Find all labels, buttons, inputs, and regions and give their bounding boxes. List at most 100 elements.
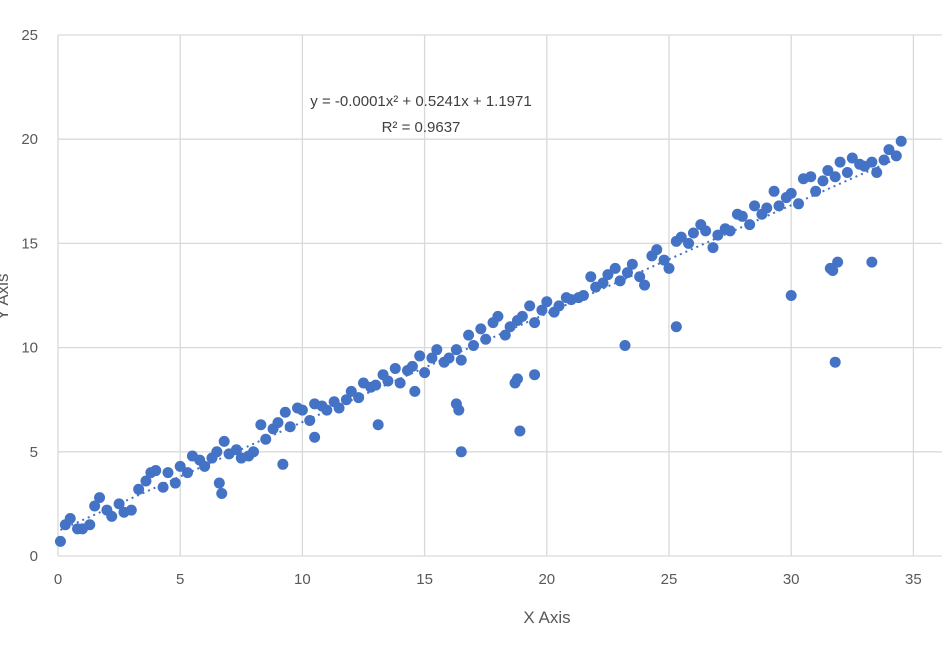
data-point [414,350,426,362]
data-point [213,477,225,489]
data-point [89,500,101,512]
data-point [585,271,597,283]
data-point [895,135,907,147]
tick-labels: 0 5 10 15 20 25 0 5 10 15 20 25 30 35 [21,27,921,588]
y-tick-label: 5 [30,444,38,461]
x-tick-label: 30 [783,571,800,588]
data-point [125,504,137,516]
data-point [609,262,621,274]
data-point [216,487,228,499]
data-point [841,167,853,179]
data-point [272,417,284,429]
data-point [255,419,267,431]
data-point [736,210,748,222]
data-point [419,367,431,379]
data-point [340,394,352,406]
y-tick-label: 25 [21,27,38,44]
data-point [157,481,169,493]
data-point [516,310,528,322]
data-point [773,200,785,212]
data-point [248,446,260,458]
data-point [504,321,516,333]
y-tick-label: 20 [21,131,38,148]
data-point [700,225,712,237]
data-point [658,254,670,266]
data-point [162,467,174,479]
x-axis-label: X Axis [523,608,570,627]
data-point [883,144,895,156]
x-tick-label: 0 [54,571,62,588]
data-point [389,362,401,374]
data-point [529,317,541,329]
data-point [431,344,443,356]
data-points [54,135,907,547]
data-point [663,262,675,274]
data-point [475,323,487,335]
data-point [597,277,609,289]
data-point [834,156,846,168]
x-tick-label: 20 [538,571,555,588]
data-point [827,264,839,276]
data-point [218,435,230,447]
data-point [829,171,841,183]
data-point [712,229,724,241]
data-point [309,431,321,443]
data-point [394,377,406,389]
data-point [785,290,797,301]
data-point [553,300,565,312]
data-point [455,354,467,366]
data-point [832,256,844,268]
data-point [370,379,382,391]
data-point [707,242,719,254]
data-point [511,373,523,385]
data-point [467,340,479,352]
data-point [260,433,272,445]
data-point [230,444,242,456]
data-point [768,185,780,197]
data-point [463,329,475,341]
data-point [406,360,418,372]
data-point [372,419,384,431]
data-point [805,171,817,183]
data-point [675,231,687,243]
data-point [536,304,548,316]
trendline-r-squared: R² = 0.9637 [382,119,461,136]
data-point [621,267,633,279]
data-point [577,290,589,301]
data-point [529,369,541,381]
data-point [817,175,829,187]
data-point [279,406,291,418]
data-point [602,269,614,281]
trendline-equation: y = -0.0001x² + 0.5241x + 1.1971 [310,93,531,110]
data-point [687,227,699,239]
data-point [829,356,841,368]
y-axis-label: Y Axis [0,274,12,321]
data-point [878,154,890,166]
data-point [761,202,773,214]
data-point [84,519,96,531]
data-point [106,510,118,522]
data-point [140,475,152,487]
data-point [749,200,761,212]
data-point [499,329,511,341]
data-point [211,446,223,458]
data-point [169,477,181,489]
data-point [174,460,186,472]
y-tick-label: 15 [21,235,38,252]
data-point [639,279,651,291]
data-point [619,340,631,352]
y-tick-label: 10 [21,340,38,357]
x-tick-label: 25 [661,571,678,588]
data-point [443,352,455,364]
data-point [54,535,66,547]
data-point [453,404,465,416]
data-point [94,492,106,504]
x-tick-label: 5 [176,571,184,588]
data-point [785,187,797,199]
data-point [492,310,504,322]
data-point [651,244,663,256]
data-point [296,404,308,416]
grid-lines [57,34,942,557]
x-tick-label: 15 [416,571,433,588]
x-tick-label: 10 [294,571,311,588]
